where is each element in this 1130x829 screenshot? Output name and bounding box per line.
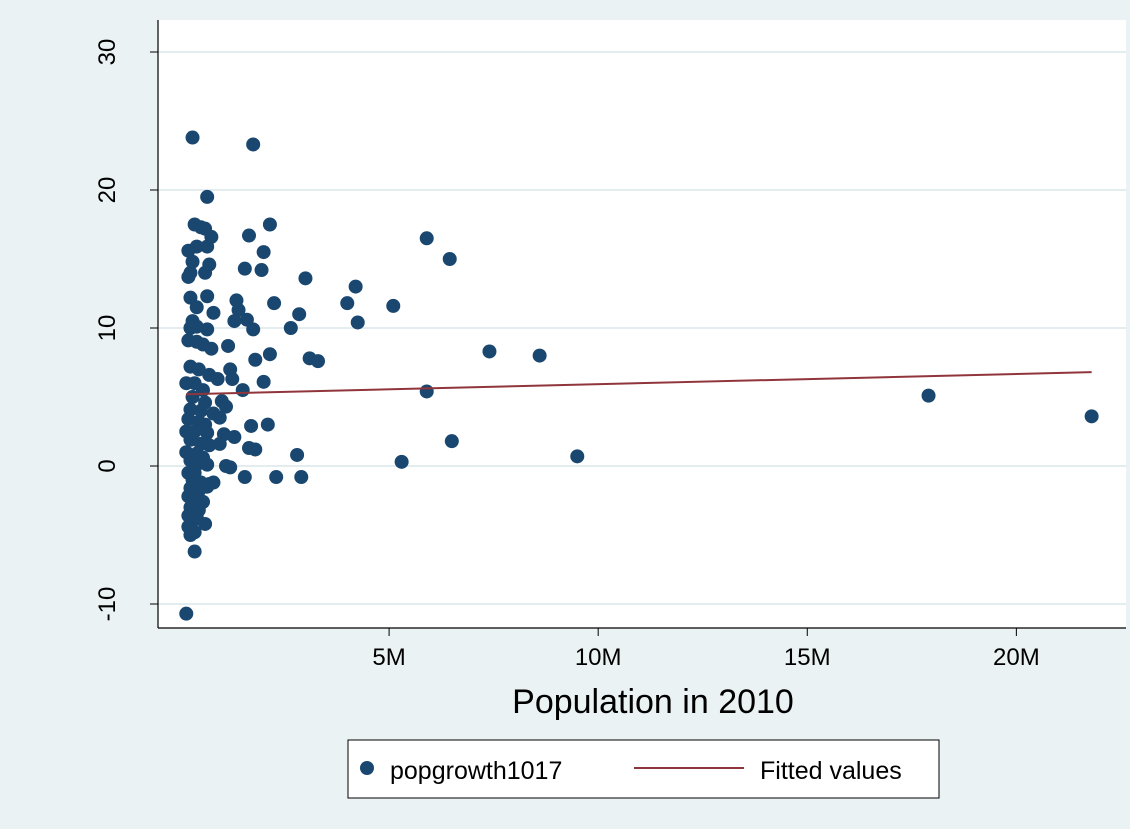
data-point bbox=[181, 269, 196, 284]
data-point bbox=[204, 341, 219, 356]
data-point bbox=[283, 321, 298, 335]
data-point bbox=[419, 231, 434, 246]
data-point bbox=[200, 189, 215, 204]
data-point bbox=[227, 430, 242, 445]
data-point bbox=[237, 470, 252, 485]
data-point bbox=[237, 261, 252, 276]
data-point bbox=[231, 303, 246, 318]
x-tick-label: 5M bbox=[372, 644, 405, 671]
x-tick-label: 10M bbox=[575, 644, 622, 671]
data-point bbox=[227, 314, 242, 329]
data-point bbox=[442, 252, 457, 266]
data-point bbox=[200, 425, 215, 440]
y-tick-label: -10 bbox=[94, 587, 121, 622]
plot-area bbox=[158, 20, 1126, 628]
data-point bbox=[311, 354, 325, 369]
data-point bbox=[223, 460, 238, 475]
data-point bbox=[200, 479, 215, 494]
data-point bbox=[219, 399, 233, 414]
x-tick-label: 15M bbox=[784, 644, 831, 671]
data-point bbox=[235, 383, 250, 398]
y-tick-label: 10 bbox=[94, 315, 121, 342]
data-point bbox=[185, 254, 200, 269]
fitted-line-layer bbox=[186, 371, 1092, 396]
data-point bbox=[198, 265, 213, 280]
data-point bbox=[262, 347, 277, 362]
data-point bbox=[394, 454, 409, 469]
data-point bbox=[193, 403, 208, 418]
data-point bbox=[419, 384, 434, 399]
data-point bbox=[246, 322, 261, 337]
data-point bbox=[189, 239, 204, 254]
y-axis-ticks: -10 0 10 20 30 bbox=[94, 39, 158, 622]
data-point bbox=[187, 544, 202, 559]
data-point bbox=[248, 442, 263, 457]
data-point bbox=[198, 516, 213, 531]
data-point bbox=[1084, 409, 1099, 424]
data-point bbox=[244, 418, 259, 433]
data-point bbox=[200, 457, 215, 472]
x-axis-title: Population in 2010 bbox=[512, 683, 794, 721]
y-tick-label: 30 bbox=[94, 39, 121, 66]
data-point bbox=[340, 296, 355, 311]
data-point bbox=[200, 289, 215, 304]
data-point bbox=[267, 296, 282, 311]
data-point bbox=[242, 228, 256, 243]
data-point bbox=[570, 449, 585, 464]
data-point bbox=[294, 470, 309, 485]
data-point bbox=[225, 372, 240, 387]
legend-marker-popgrowth1017 bbox=[360, 761, 374, 775]
data-point bbox=[248, 352, 263, 367]
legend-label-fitted-values: Fitted values bbox=[760, 757, 902, 785]
data-point bbox=[256, 374, 271, 389]
data-point bbox=[298, 271, 313, 286]
data-point bbox=[292, 307, 307, 322]
scatter-points bbox=[179, 130, 1099, 621]
data-point bbox=[206, 305, 221, 320]
data-point bbox=[260, 417, 275, 432]
data-point bbox=[256, 245, 271, 260]
data-point bbox=[191, 362, 206, 377]
data-point bbox=[210, 372, 225, 387]
data-point bbox=[254, 263, 269, 278]
data-point bbox=[212, 436, 227, 451]
data-point bbox=[246, 137, 261, 152]
data-point bbox=[179, 606, 194, 621]
data-point bbox=[348, 279, 363, 294]
x-tick-label: 20M bbox=[993, 644, 1040, 671]
data-point bbox=[269, 470, 284, 485]
x-axis-ticks: 5M 10M 15M 20M bbox=[372, 628, 1040, 671]
y-tick-label: 20 bbox=[94, 177, 121, 204]
data-point bbox=[183, 528, 198, 542]
data-point bbox=[200, 239, 215, 254]
data-point bbox=[202, 438, 217, 453]
data-point bbox=[532, 348, 547, 363]
data-point bbox=[290, 447, 305, 462]
data-point bbox=[350, 315, 365, 330]
legend-label-popgrowth1017: popgrowth1017 bbox=[390, 757, 562, 785]
data-point bbox=[921, 388, 936, 403]
y-tick-label: 0 bbox=[94, 459, 121, 472]
data-point bbox=[212, 410, 227, 425]
data-point bbox=[200, 322, 215, 337]
data-point bbox=[482, 344, 497, 359]
data-point bbox=[189, 300, 204, 315]
data-point bbox=[386, 298, 401, 313]
data-point bbox=[185, 130, 200, 145]
legend: popgrowth1017 Fitted values bbox=[347, 739, 940, 799]
data-point bbox=[185, 390, 200, 404]
data-point bbox=[262, 217, 277, 232]
data-point bbox=[444, 434, 459, 449]
gridlines bbox=[158, 51, 1126, 605]
fitted-values-line bbox=[186, 371, 1092, 396]
data-point bbox=[221, 338, 236, 353]
